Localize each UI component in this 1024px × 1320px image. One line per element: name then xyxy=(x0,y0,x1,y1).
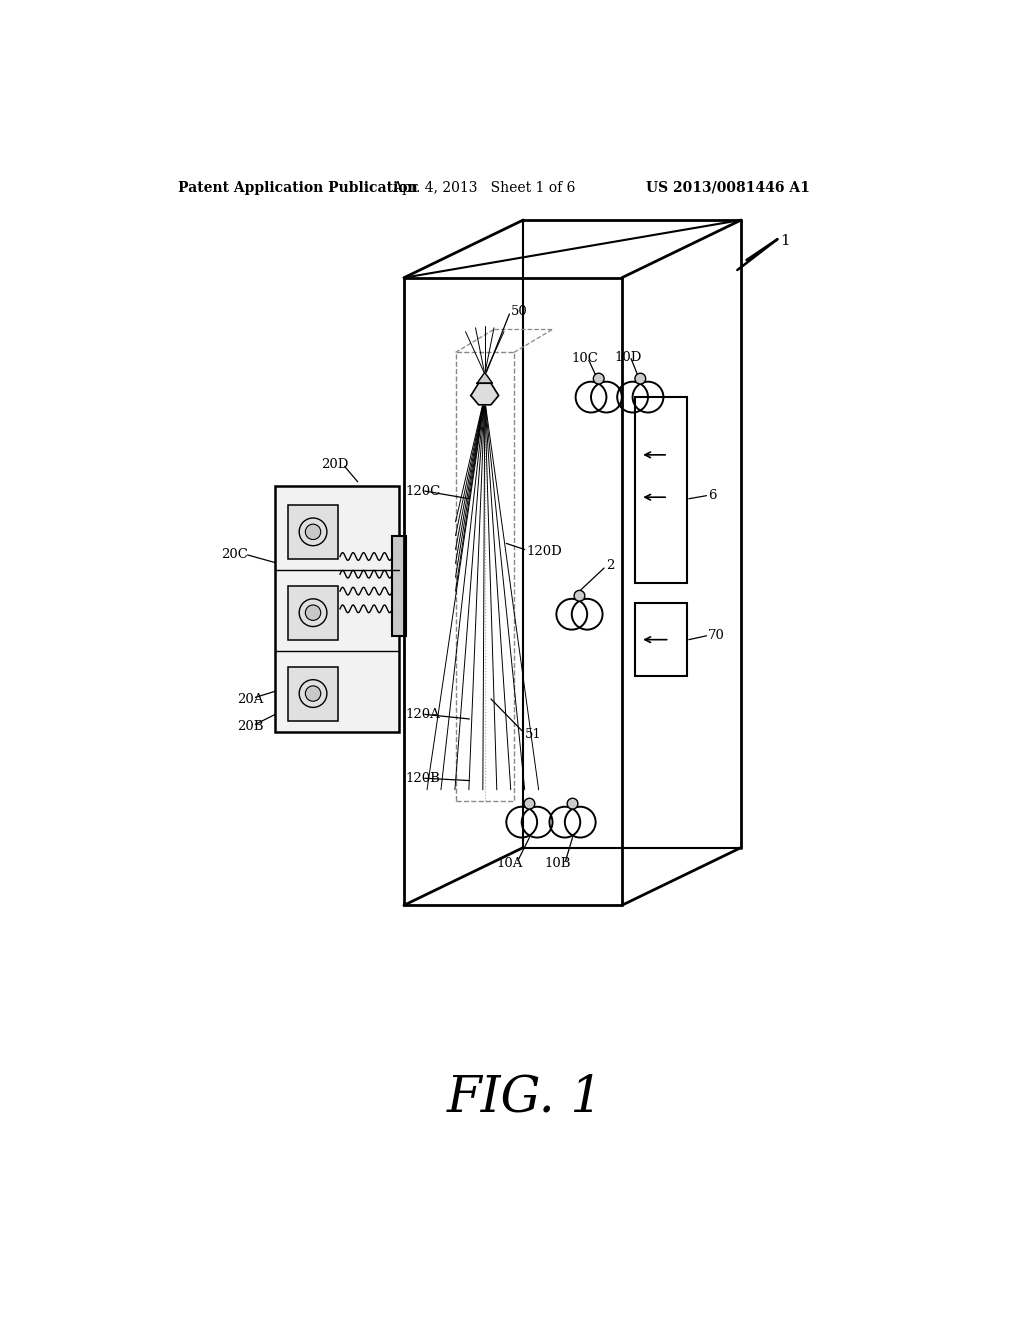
Circle shape xyxy=(635,374,646,384)
Text: 120A: 120A xyxy=(406,708,440,721)
Bar xyxy=(635,603,687,676)
Circle shape xyxy=(567,799,578,809)
Text: 10B: 10B xyxy=(545,857,571,870)
Text: 20C: 20C xyxy=(221,548,248,561)
Text: 10C: 10C xyxy=(571,352,598,366)
Text: FIG. 1: FIG. 1 xyxy=(446,1073,603,1122)
Text: 20B: 20B xyxy=(237,721,263,733)
Text: 10D: 10D xyxy=(614,351,641,363)
Text: 120C: 120C xyxy=(406,484,440,498)
Bar xyxy=(289,667,339,721)
Bar xyxy=(635,397,687,583)
Circle shape xyxy=(305,686,321,701)
Text: 20D: 20D xyxy=(322,458,349,471)
Text: 1: 1 xyxy=(779,234,790,248)
Text: 51: 51 xyxy=(524,727,542,741)
Text: US 2013/0081446 A1: US 2013/0081446 A1 xyxy=(646,181,810,194)
Text: 6: 6 xyxy=(708,490,717,502)
Circle shape xyxy=(305,605,321,620)
Circle shape xyxy=(305,524,321,540)
Text: 2: 2 xyxy=(605,560,614,573)
Bar xyxy=(289,586,339,640)
Bar xyxy=(456,352,514,801)
Text: 20A: 20A xyxy=(237,693,263,706)
Text: Patent Application Publication: Patent Application Publication xyxy=(178,181,418,194)
Bar xyxy=(392,536,407,636)
Text: 10A: 10A xyxy=(497,857,522,870)
Text: 50: 50 xyxy=(511,305,527,318)
Bar xyxy=(289,506,339,558)
Circle shape xyxy=(574,590,585,601)
Text: 120D: 120D xyxy=(526,545,562,557)
Circle shape xyxy=(593,374,604,384)
Polygon shape xyxy=(477,372,493,383)
Polygon shape xyxy=(471,383,499,405)
Text: Apr. 4, 2013   Sheet 1 of 6: Apr. 4, 2013 Sheet 1 of 6 xyxy=(392,181,575,194)
Text: 120B: 120B xyxy=(406,772,440,785)
Bar xyxy=(275,486,398,733)
Text: 70: 70 xyxy=(708,630,725,643)
Circle shape xyxy=(524,799,535,809)
